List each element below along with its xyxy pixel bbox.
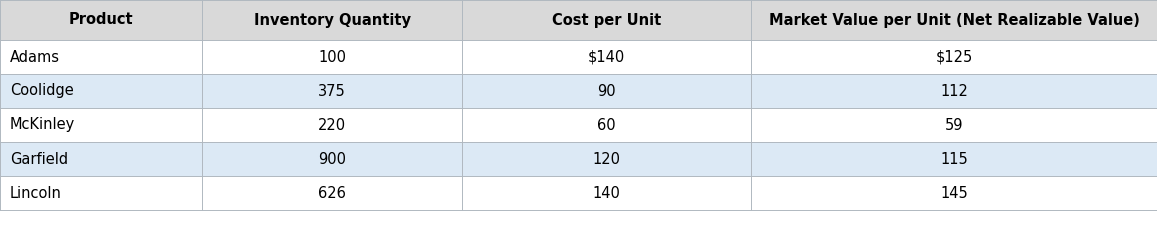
- Bar: [751, 40, 1157, 74]
- Bar: [462, 0, 751, 40]
- Text: 112: 112: [939, 83, 968, 98]
- Text: Coolidge: Coolidge: [10, 83, 74, 98]
- Bar: [0, 40, 202, 74]
- Bar: [0, 74, 202, 108]
- Bar: [751, 142, 1157, 176]
- Text: Garfield: Garfield: [10, 151, 68, 166]
- Text: 90: 90: [597, 83, 616, 98]
- Bar: [751, 0, 1157, 40]
- Text: 100: 100: [318, 50, 346, 65]
- Text: Market Value per Unit (Net Realizable Value): Market Value per Unit (Net Realizable Va…: [768, 13, 1140, 28]
- Bar: [462, 142, 751, 176]
- Text: Cost per Unit: Cost per Unit: [552, 13, 661, 28]
- Text: 145: 145: [941, 186, 968, 201]
- Bar: [751, 176, 1157, 210]
- Text: 120: 120: [592, 151, 620, 166]
- Text: 375: 375: [318, 83, 346, 98]
- Text: $125: $125: [935, 50, 973, 65]
- Text: Product: Product: [68, 13, 133, 28]
- Bar: [202, 40, 462, 74]
- Bar: [0, 176, 202, 210]
- Bar: [202, 176, 462, 210]
- Text: 900: 900: [318, 151, 346, 166]
- Bar: [202, 108, 462, 142]
- Bar: [202, 0, 462, 40]
- Text: McKinley: McKinley: [10, 118, 75, 133]
- Text: 60: 60: [597, 118, 616, 133]
- Bar: [202, 142, 462, 176]
- Text: $140: $140: [588, 50, 625, 65]
- Text: 626: 626: [318, 186, 346, 201]
- Bar: [462, 74, 751, 108]
- Bar: [462, 40, 751, 74]
- Text: 220: 220: [318, 118, 346, 133]
- Text: Lincoln: Lincoln: [10, 186, 61, 201]
- Bar: [0, 0, 202, 40]
- Bar: [751, 108, 1157, 142]
- Text: Inventory Quantity: Inventory Quantity: [253, 13, 411, 28]
- Bar: [462, 108, 751, 142]
- Bar: [751, 74, 1157, 108]
- Text: 115: 115: [941, 151, 968, 166]
- Bar: [0, 142, 202, 176]
- Text: 140: 140: [592, 186, 620, 201]
- Text: Adams: Adams: [10, 50, 60, 65]
- Text: 59: 59: [945, 118, 964, 133]
- Bar: [0, 108, 202, 142]
- Bar: [462, 176, 751, 210]
- Bar: [202, 74, 462, 108]
